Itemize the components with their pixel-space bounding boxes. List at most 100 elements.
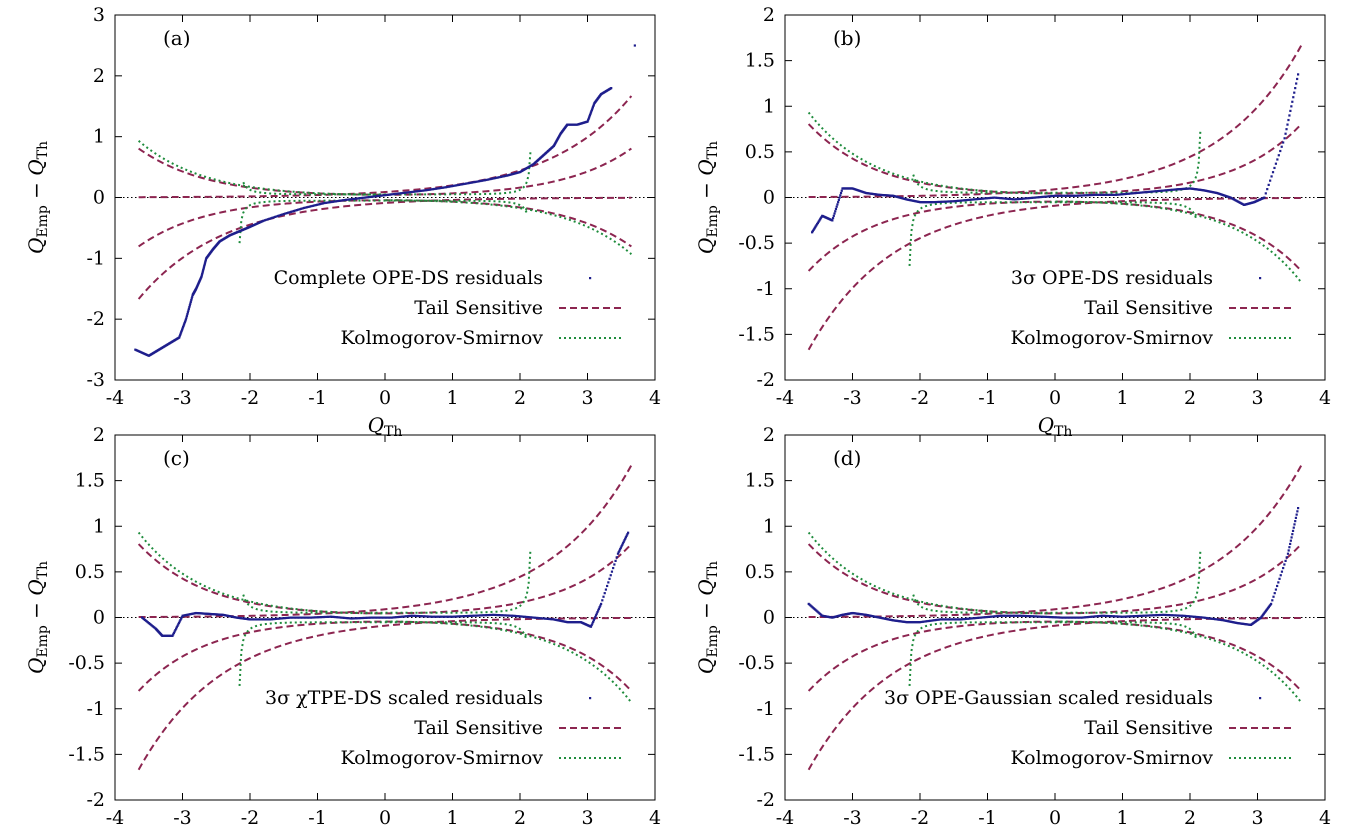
residual-point [341, 616, 344, 619]
residual-point [964, 199, 967, 202]
residual-point [981, 616, 984, 619]
residual-point [978, 616, 981, 619]
residual-point [371, 616, 375, 619]
residual-point [465, 614, 469, 618]
legend-label-3: Kolmogorov-Smirnov [340, 327, 543, 349]
residual-point [1035, 196, 1038, 199]
residual-point [457, 615, 460, 618]
residual-point [429, 615, 433, 618]
residual-point [204, 259, 207, 263]
residual-point [174, 627, 178, 630]
residual-point [589, 112, 592, 115]
residual-point [1102, 614, 1105, 617]
residual-point [451, 184, 455, 188]
residual-point [1294, 87, 1297, 90]
residual-point [289, 616, 292, 619]
residual-point [418, 189, 421, 193]
residual-point [1274, 588, 1278, 591]
residual-point [1158, 189, 1161, 193]
residual-point [438, 187, 442, 190]
residual-point [269, 217, 272, 220]
residual-point [188, 304, 191, 307]
residual-point [967, 198, 970, 202]
residual-point [185, 314, 189, 317]
y-tick-label: -2 [86, 789, 105, 811]
residual-point [330, 615, 333, 618]
residual-point [1208, 617, 1211, 620]
residual-point [1044, 615, 1048, 618]
y-tick-label: -1.5 [68, 743, 105, 765]
y-tick-label: 1 [93, 126, 105, 148]
residual-point [412, 614, 415, 617]
residual-point [1088, 615, 1091, 619]
residual-point [250, 618, 253, 621]
residual-point [1097, 193, 1100, 196]
residual-point [991, 615, 994, 618]
residual-point [1095, 615, 1098, 618]
residual-point [308, 616, 311, 619]
residual-point [266, 618, 269, 621]
residual-point [1004, 197, 1008, 200]
panel-label: (a) [163, 26, 191, 50]
residual-point [402, 615, 405, 618]
residual-point [1170, 614, 1173, 617]
residual-point [832, 214, 835, 217]
residual-point [1291, 529, 1295, 533]
ks-lower-left [238, 621, 528, 686]
residual-point [386, 616, 389, 619]
residual-point [276, 214, 280, 218]
residual-point [1093, 193, 1096, 197]
residual-point [1289, 109, 1292, 113]
residual-point [975, 198, 979, 201]
residual-point [177, 623, 180, 626]
residual-point [330, 200, 333, 204]
residual-point [190, 297, 193, 300]
panel-label: (c) [163, 446, 190, 470]
residual-point [373, 195, 377, 198]
residual-point [598, 606, 601, 609]
residual-point [1127, 192, 1130, 195]
residual-point [326, 201, 329, 204]
residual-point [435, 615, 438, 618]
residual-point [522, 615, 525, 618]
residual-point [1150, 190, 1154, 193]
residual-point [606, 584, 609, 588]
residual-point [322, 615, 325, 619]
y-tick-label: 1 [763, 515, 775, 537]
residual-point [546, 617, 550, 621]
residual-point [1004, 614, 1007, 617]
residual-point [610, 570, 614, 573]
residual-point [494, 613, 498, 617]
residual-point [988, 196, 992, 200]
residual-point [350, 198, 353, 201]
residual-point [285, 212, 288, 215]
residual-point [607, 581, 610, 584]
residual-point [1166, 189, 1170, 192]
residual-point [463, 182, 466, 185]
residual-point [586, 119, 590, 122]
residual-point [202, 266, 205, 269]
residual-point [927, 619, 930, 623]
residual-point [1075, 616, 1078, 619]
residual-point [286, 616, 289, 619]
residual-point [614, 559, 617, 562]
residual-point [526, 615, 529, 619]
residual-point [285, 616, 288, 620]
residual-point [1082, 616, 1085, 619]
residual-point [491, 177, 494, 180]
residual-point [952, 200, 955, 203]
residual-point [1058, 194, 1061, 197]
residual-point [495, 176, 498, 179]
residual-point [324, 615, 327, 619]
residual-point [336, 200, 339, 203]
residual-point [1149, 190, 1152, 193]
residual-point [420, 189, 423, 192]
residual-point [988, 615, 991, 618]
residual-point [1139, 191, 1142, 194]
residual-point [1096, 615, 1100, 618]
residual-point [1101, 614, 1104, 617]
residual-point [946, 618, 949, 621]
residual-point [1271, 599, 1274, 602]
legend-label-2: Tail Sensitive [414, 297, 543, 319]
residual-point [597, 607, 601, 610]
